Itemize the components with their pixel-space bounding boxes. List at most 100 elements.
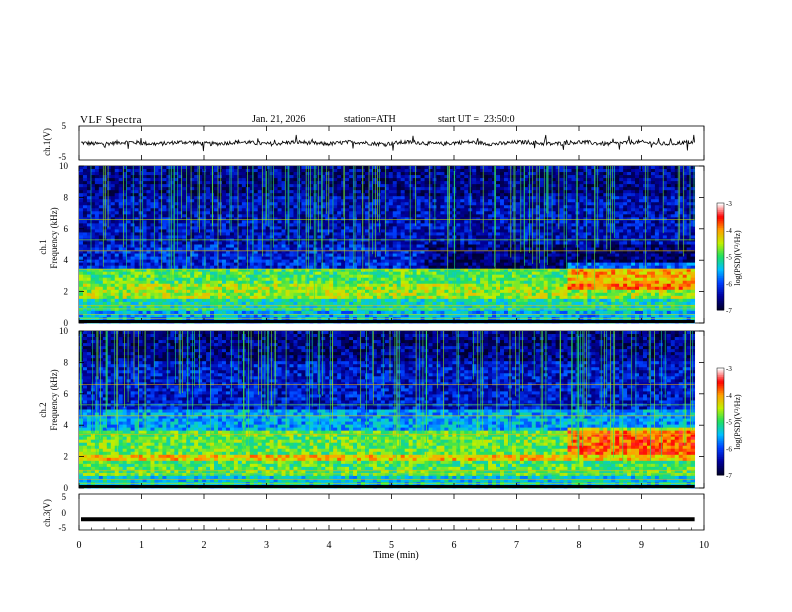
spec1-cell	[409, 302, 413, 305]
spec1-cell	[194, 229, 198, 232]
spec1-cell	[393, 254, 397, 257]
spec1-cell	[301, 175, 305, 178]
spec1-cell	[166, 290, 170, 293]
spec1-cell	[325, 311, 329, 314]
spec1-cell	[290, 193, 294, 196]
spec1-cell	[254, 172, 258, 175]
spec1-cell	[421, 308, 425, 311]
spec1-cell	[154, 187, 158, 190]
spec1-cell	[143, 308, 147, 311]
spec1-cell	[274, 181, 278, 184]
spec1-cell	[234, 245, 238, 248]
spec1-cell	[444, 308, 448, 311]
spec1-cell	[230, 241, 234, 244]
spec1-cell	[444, 290, 448, 293]
spec1-cell	[174, 308, 178, 311]
spec1-cell	[377, 266, 381, 269]
spec1-cell	[290, 302, 294, 305]
spec1-cell	[135, 208, 139, 211]
spec1-cell	[345, 202, 349, 205]
spec1-cell	[127, 229, 131, 232]
spec1-cell	[79, 287, 83, 290]
spec1-cell	[405, 269, 409, 272]
spec1-cell	[190, 290, 194, 293]
spec1-cell	[135, 311, 139, 314]
spec1-cell	[119, 266, 123, 269]
spec1-cell	[266, 287, 270, 290]
spec1-cell	[393, 287, 397, 290]
spec1-cell	[432, 290, 436, 293]
spec1-cell	[349, 241, 353, 244]
spec1-cell	[91, 193, 95, 196]
spec1-cell	[127, 175, 131, 178]
spec1-cell	[357, 193, 361, 196]
spec1-cell	[293, 269, 297, 272]
spec1-cell	[210, 290, 214, 293]
spec1-cell	[444, 293, 448, 296]
spec1-cell	[266, 220, 270, 223]
spec1-cell	[254, 181, 258, 184]
spec1-cell	[440, 278, 444, 281]
spec1-cell	[194, 308, 198, 311]
spec1-cell	[238, 263, 242, 266]
spec1-cell	[127, 275, 131, 278]
spec1-cell	[405, 281, 409, 284]
spec1-cell	[115, 214, 119, 217]
spec1-cell	[429, 208, 433, 211]
spec1-cell	[389, 293, 393, 296]
spec1-cell	[182, 281, 186, 284]
spec1-cell	[115, 199, 119, 202]
spec1-cell	[91, 281, 95, 284]
spec1-cell	[369, 263, 373, 266]
spec1-cell	[135, 302, 139, 305]
spec1-cell	[115, 311, 119, 314]
spec1-cell	[345, 299, 349, 302]
spec1-cell	[202, 202, 206, 205]
spec1-cell	[242, 226, 246, 229]
spec1-cell	[417, 187, 421, 190]
spec1-cell	[250, 196, 254, 199]
spec1-cell	[301, 287, 305, 290]
spec1-cell	[361, 287, 365, 290]
spec1-cell	[95, 223, 99, 226]
spec1-cell	[444, 172, 448, 175]
spec1-cell	[91, 266, 95, 269]
spec1-cell	[417, 278, 421, 281]
spec1-cell	[166, 293, 170, 296]
spec1-cell	[214, 281, 218, 284]
spec1-cell	[135, 220, 139, 223]
spec1-cell	[409, 223, 413, 226]
spec1-cell	[242, 308, 246, 311]
spec1-cell	[444, 196, 448, 199]
spec1-cell	[131, 263, 135, 266]
spec1-cell	[258, 263, 262, 266]
spec1-cell	[194, 296, 198, 299]
spec1-cell	[83, 226, 87, 229]
spec1-cell	[250, 184, 254, 187]
spec1-cell	[79, 311, 83, 314]
spec1-cell	[432, 235, 436, 238]
spec1-cell	[222, 263, 226, 266]
spec1-cell	[115, 202, 119, 205]
spec1-cell	[250, 232, 254, 235]
spec1-cell	[357, 293, 361, 296]
spec1-cell	[198, 232, 202, 235]
spec1-cell	[286, 293, 290, 296]
spec1-cell	[361, 284, 365, 287]
spec1-cell	[357, 172, 361, 175]
spec1-cell	[425, 245, 429, 248]
spec1-cell	[127, 266, 131, 269]
spec1-cell	[119, 257, 123, 260]
spec1-cell	[345, 296, 349, 299]
spec1-cell	[182, 226, 186, 229]
spec1-cell	[397, 290, 401, 293]
spec1-cell	[162, 266, 166, 269]
spec1-cell	[147, 211, 151, 214]
spec1-cell	[440, 202, 444, 205]
spec1-cell	[107, 193, 111, 196]
spec1-cell	[333, 281, 337, 284]
spec1-cell	[246, 263, 250, 266]
spec1-cell	[150, 311, 154, 314]
spec1-cell	[444, 211, 448, 214]
spec1-cell	[158, 202, 162, 205]
